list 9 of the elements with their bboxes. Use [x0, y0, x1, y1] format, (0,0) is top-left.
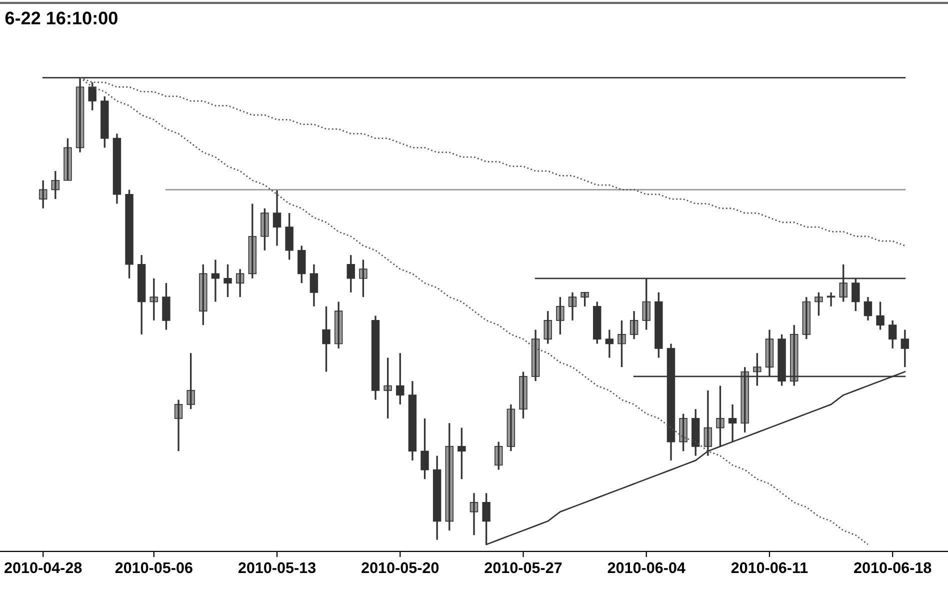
- x-tick-label: 2010-05-27: [484, 562, 562, 574]
- x-tick-label: 2010-05-20: [362, 562, 439, 574]
- x-tick-label: 2010-06-04: [608, 562, 686, 574]
- x-tick-label: 2010-06-11: [731, 562, 808, 574]
- x-tick-label: 2010-05-13: [238, 562, 316, 574]
- x-tick-label: 2010-05-06: [115, 562, 192, 574]
- chart-title: 6-22 16:10:00: [5, 12, 118, 24]
- x-tick-label: 2010-06-18: [854, 562, 932, 574]
- x-tick-label: 2010-04-28: [4, 562, 82, 574]
